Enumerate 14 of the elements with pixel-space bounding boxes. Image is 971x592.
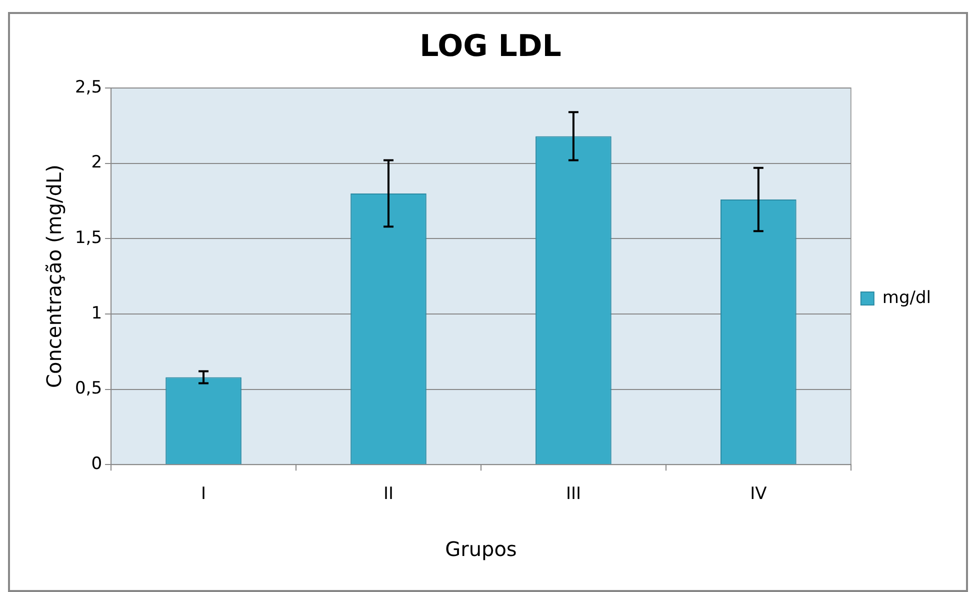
y-tick-label: 1,5 xyxy=(74,228,102,248)
y-tick-label: 0 xyxy=(91,454,102,474)
y-axis-title: Concentração (mg/dL) xyxy=(42,164,66,388)
y-tick-label: 0,5 xyxy=(74,378,102,399)
x-tick-label: I xyxy=(201,484,206,504)
y-tick-label: 1 xyxy=(91,303,102,324)
legend-label: mg/dl xyxy=(882,288,931,308)
x-axis-title: Grupos xyxy=(445,537,517,562)
y-tick-label: 2,5 xyxy=(74,77,102,98)
chart-title: LOG LDL xyxy=(420,28,562,64)
x-tick-label: IV xyxy=(750,484,768,504)
x-tick-label: II xyxy=(383,484,394,504)
x-tick-label: III xyxy=(566,484,581,504)
y-tick-label: 2 xyxy=(91,152,102,173)
